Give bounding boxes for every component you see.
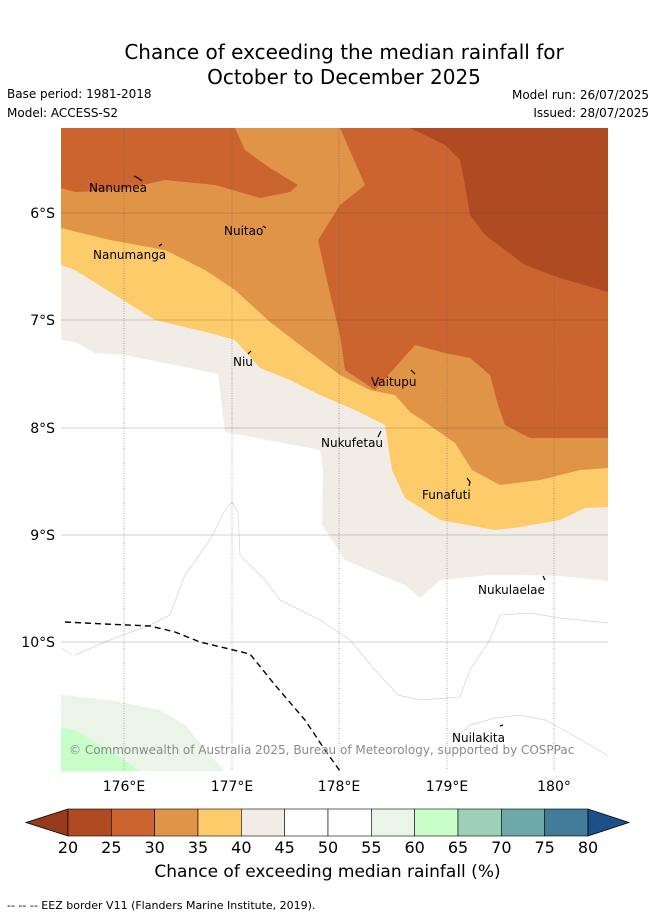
lon-label-176: 176°E xyxy=(103,779,146,795)
colorbar-tick-label: 50 xyxy=(318,838,338,857)
lon-label-179: 179°E xyxy=(426,779,469,795)
colorbar-tick-label: 75 xyxy=(534,838,554,857)
lat-gridlines xyxy=(61,212,608,643)
place-nukufetau: Nukufetau xyxy=(321,436,383,450)
colorbar-tick-label: 70 xyxy=(491,838,511,857)
colorbar-cell xyxy=(154,808,199,837)
place-nuilakita: Nuilakita xyxy=(452,731,505,745)
colorbar-under-arrow xyxy=(24,808,69,837)
region-20-25 xyxy=(410,128,608,292)
place-nanumea: Nanumea xyxy=(89,181,147,195)
map-area: Nanumea Nuitao Nanumanga Niu Vaitupu Nuk… xyxy=(61,128,608,771)
lat-label-8s: 8°S xyxy=(30,421,55,437)
base-period: Base period: 1981-2018 xyxy=(7,87,152,101)
colorbar-tick-label: 60 xyxy=(404,838,424,857)
colorbar-tick-label: 25 xyxy=(101,838,121,857)
lat-label-9s: 9°S xyxy=(30,528,55,544)
model-run: Model run: 26/07/2025 xyxy=(511,88,649,102)
place-funafuti: Funafuti xyxy=(422,488,471,502)
colorbar-tick-label: 45 xyxy=(274,838,294,857)
colorbar-cell xyxy=(284,808,329,837)
eez-border xyxy=(64,621,341,771)
colorbar-tick-label: 55 xyxy=(361,838,381,857)
lat-label-6s: 6°S xyxy=(30,206,55,222)
island-marks xyxy=(133,175,546,727)
eez-legend: -- -- -- EEZ border V11 (Flanders Marine… xyxy=(7,899,316,912)
region-60-65 xyxy=(61,727,140,771)
colorbar-cell xyxy=(67,808,112,837)
colorbar-tick-label: 80 xyxy=(578,838,598,857)
colorbar-tick-label: 35 xyxy=(188,838,208,857)
contour-line xyxy=(61,647,73,656)
colorbar-ticks: 20 25 30 35 40 45 50 55 60 65 70 75 80 xyxy=(58,838,598,857)
colorbar-cell xyxy=(414,808,459,837)
lon-label-178: 178°E xyxy=(318,779,361,795)
colorbar-label: Chance of exceeding median rainfall (%) xyxy=(154,862,501,882)
contour-line xyxy=(74,501,608,701)
title-line-2: October to December 2025 xyxy=(207,65,481,89)
place-vaitupu: Vaitupu xyxy=(371,375,417,389)
contour-line xyxy=(451,714,608,757)
colorbar-tick-label: 65 xyxy=(448,838,468,857)
copyright-notice: © Commonwealth of Australia 2025, Bureau… xyxy=(69,743,574,757)
colorbar-cell xyxy=(111,808,155,837)
lon-label-180: 180° xyxy=(537,779,571,795)
lat-label-7s: 7°S xyxy=(30,313,55,329)
colorbar-over-arrow xyxy=(587,808,631,837)
lon-label-177: 177°E xyxy=(211,779,254,795)
place-nuitao: Nuitao xyxy=(224,224,263,238)
colorbar-cell xyxy=(197,808,242,837)
colorbar-cell xyxy=(327,808,372,837)
colorbar-cell xyxy=(501,808,545,837)
gridlines xyxy=(123,128,555,771)
place-niu: Niu xyxy=(233,355,253,369)
colorbar-cell xyxy=(241,808,285,837)
title-line-1: Chance of exceeding the median rainfall … xyxy=(124,40,564,64)
colorbar-cell xyxy=(544,808,589,837)
colorbar-tick-label: 30 xyxy=(144,838,164,857)
colorbar-tick-label: 40 xyxy=(231,838,251,857)
model-name: Model: ACCESS-S2 xyxy=(7,106,119,120)
colorbar-cell xyxy=(457,808,502,837)
map-title: Chance of exceeding the median rainfall … xyxy=(0,40,655,90)
issued-date: Issued: 28/07/2025 xyxy=(533,106,649,120)
colorbar-tick-label: 20 xyxy=(58,838,78,857)
place-nanumanga: Nanumanga xyxy=(93,248,166,262)
colorbar-cells xyxy=(24,808,631,837)
colorbar-cell xyxy=(371,808,415,837)
place-nukulaelae: Nukulaelae xyxy=(478,583,545,597)
lat-label-10s: 10°S xyxy=(21,635,55,651)
